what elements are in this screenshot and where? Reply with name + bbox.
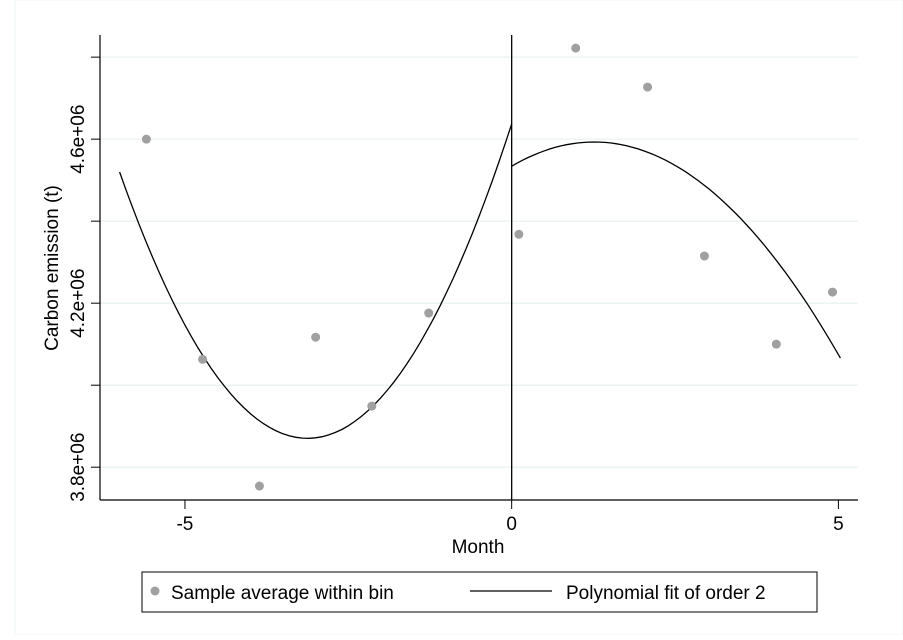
gridlines bbox=[100, 56, 858, 468]
scatter-point bbox=[771, 339, 781, 349]
y-tick-label: 4.2e+06 bbox=[68, 269, 89, 338]
scatter-point bbox=[424, 308, 434, 318]
fit-lines bbox=[118, 123, 841, 439]
legend-marker-scatter bbox=[150, 586, 160, 596]
y-axis-label: Carbon emission (t) bbox=[42, 185, 63, 351]
scatter-point bbox=[514, 229, 524, 239]
x-tick-label: -5 bbox=[176, 514, 193, 535]
y-tick-label: 4.6e+06 bbox=[68, 105, 89, 174]
scatter-point bbox=[643, 82, 653, 92]
scatter-point bbox=[699, 251, 709, 261]
fit-line-segment bbox=[511, 141, 841, 359]
scatter-point bbox=[367, 401, 377, 411]
x-tick-label: 0 bbox=[506, 514, 517, 535]
scatter-point bbox=[311, 332, 321, 342]
scatter-point bbox=[254, 481, 264, 491]
legend-label-line: Polynomial fit of order 2 bbox=[566, 583, 766, 604]
x-axis-label: Month bbox=[452, 537, 505, 558]
fit-line-segment bbox=[118, 123, 513, 439]
scatter-points bbox=[141, 43, 838, 491]
y-tick-label: 3.8e+06 bbox=[68, 433, 89, 502]
legend-label-scatter: Sample average within bin bbox=[171, 583, 394, 604]
scatter-point bbox=[198, 354, 208, 364]
x-tick-label: 5 bbox=[833, 514, 844, 535]
scatter-point bbox=[828, 287, 838, 297]
axes: 3.8e+06 4.2e+06 4.6e+06 -5 0 5 bbox=[68, 35, 858, 535]
legend: Sample average within bin Polynomial fit… bbox=[141, 571, 818, 613]
scatter-point bbox=[141, 134, 151, 144]
graph-region bbox=[14, 0, 903, 636]
scatter-point bbox=[571, 43, 581, 53]
